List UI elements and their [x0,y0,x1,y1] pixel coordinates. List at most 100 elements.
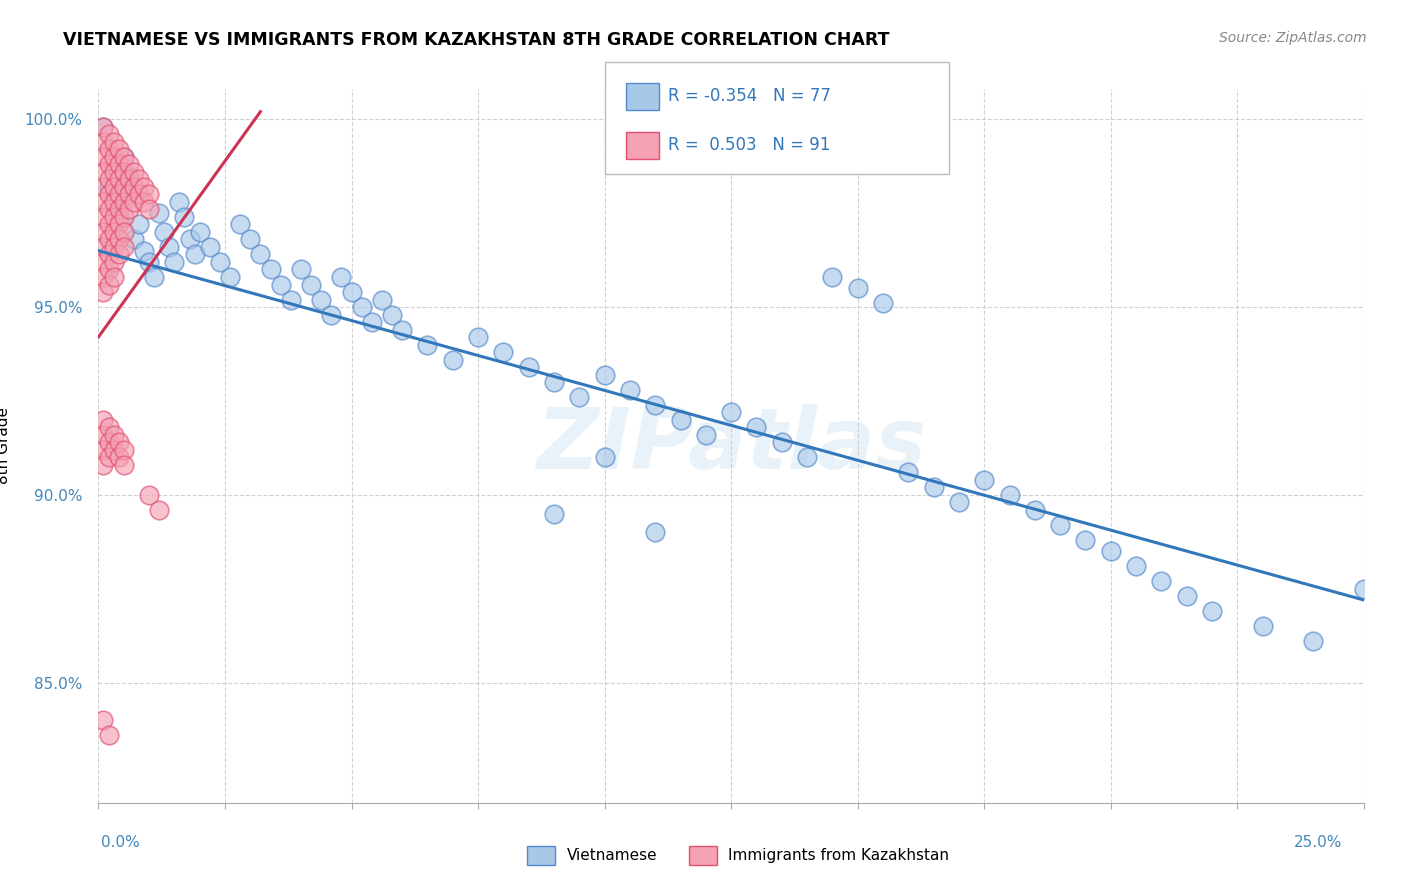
Point [93,285,115,299]
Point [107,202,129,217]
Point [112,458,135,472]
Point [97,128,120,142]
Text: VIETNAMESE VS IMMIGRANTS FROM KAZAKHSTAN 8TH GRADE CORRELATION CHART: VIETNAMESE VS IMMIGRANTS FROM KAZAKHSTAN… [63,31,890,49]
Y-axis label: 8th Grade: 8th Grade [0,408,11,484]
Point [112,179,135,194]
Point [103,225,125,239]
Point [1125,559,1147,574]
Point [1024,503,1046,517]
Point [148,206,170,220]
Point [93,179,115,194]
Point [1074,533,1097,547]
Point [143,270,166,285]
Point [517,360,540,375]
Point [112,240,135,254]
Point [112,165,135,179]
Point [1150,574,1173,589]
Point [249,247,271,261]
Point [593,450,616,465]
Point [97,435,120,450]
Point [239,232,262,246]
Point [270,277,292,292]
Point [112,225,135,239]
Point [122,179,145,194]
Point [543,375,565,389]
Point [173,210,195,224]
Point [118,187,141,202]
Point [198,240,221,254]
Point [350,300,373,314]
Point [1175,589,1198,603]
Point [148,503,170,517]
Point [93,713,115,727]
Point [229,218,252,232]
Text: Source: ZipAtlas.com: Source: ZipAtlas.com [1219,31,1367,45]
Point [619,383,641,397]
Point [97,179,120,194]
Point [163,255,186,269]
Point [280,293,302,307]
Point [107,435,129,450]
Text: R = -0.354   N = 77: R = -0.354 N = 77 [668,87,831,105]
Point [93,225,115,239]
Point [492,345,515,359]
Point [97,247,120,261]
Text: R =  0.503   N = 91: R = 0.503 N = 91 [668,136,830,154]
Point [122,232,145,246]
Point [183,247,205,261]
Point [872,296,894,310]
Point [745,420,768,434]
Point [118,169,141,183]
Point [568,390,591,404]
Point [897,465,920,479]
Point [107,450,129,465]
Point [103,427,125,442]
Point [122,165,145,179]
Point [1099,544,1122,558]
Point [103,442,125,457]
Text: Immigrants from Kazakhstan: Immigrants from Kazakhstan [728,848,949,863]
Point [219,270,242,285]
Point [97,420,120,434]
Point [93,150,115,164]
Point [112,442,135,457]
Point [93,427,115,442]
Point [644,525,666,540]
Point [118,202,141,217]
Point [441,352,464,367]
Point [1049,517,1071,532]
Text: 0.0%: 0.0% [101,836,141,850]
Point [97,450,120,465]
Point [93,120,115,134]
Point [103,135,125,149]
Point [381,308,404,322]
Point [103,194,125,209]
Point [821,270,844,285]
Text: ZIPatlas: ZIPatlas [536,404,927,488]
Point [97,232,120,246]
Point [330,270,353,285]
Point [132,244,155,258]
Point [290,262,312,277]
Point [179,232,201,246]
Point [97,142,120,156]
Point [107,218,129,232]
Point [97,157,120,171]
Point [340,285,363,299]
Point [97,202,120,217]
Point [132,194,155,209]
Point [695,427,717,442]
Point [97,262,120,277]
Point [97,187,120,202]
Point [118,157,141,171]
Point [391,322,413,336]
Point [321,308,343,322]
Point [97,172,120,186]
Point [299,277,322,292]
Point [188,225,211,239]
Point [103,150,125,164]
Point [112,150,135,164]
Point [107,210,129,224]
Point [112,150,135,164]
Point [644,398,666,412]
